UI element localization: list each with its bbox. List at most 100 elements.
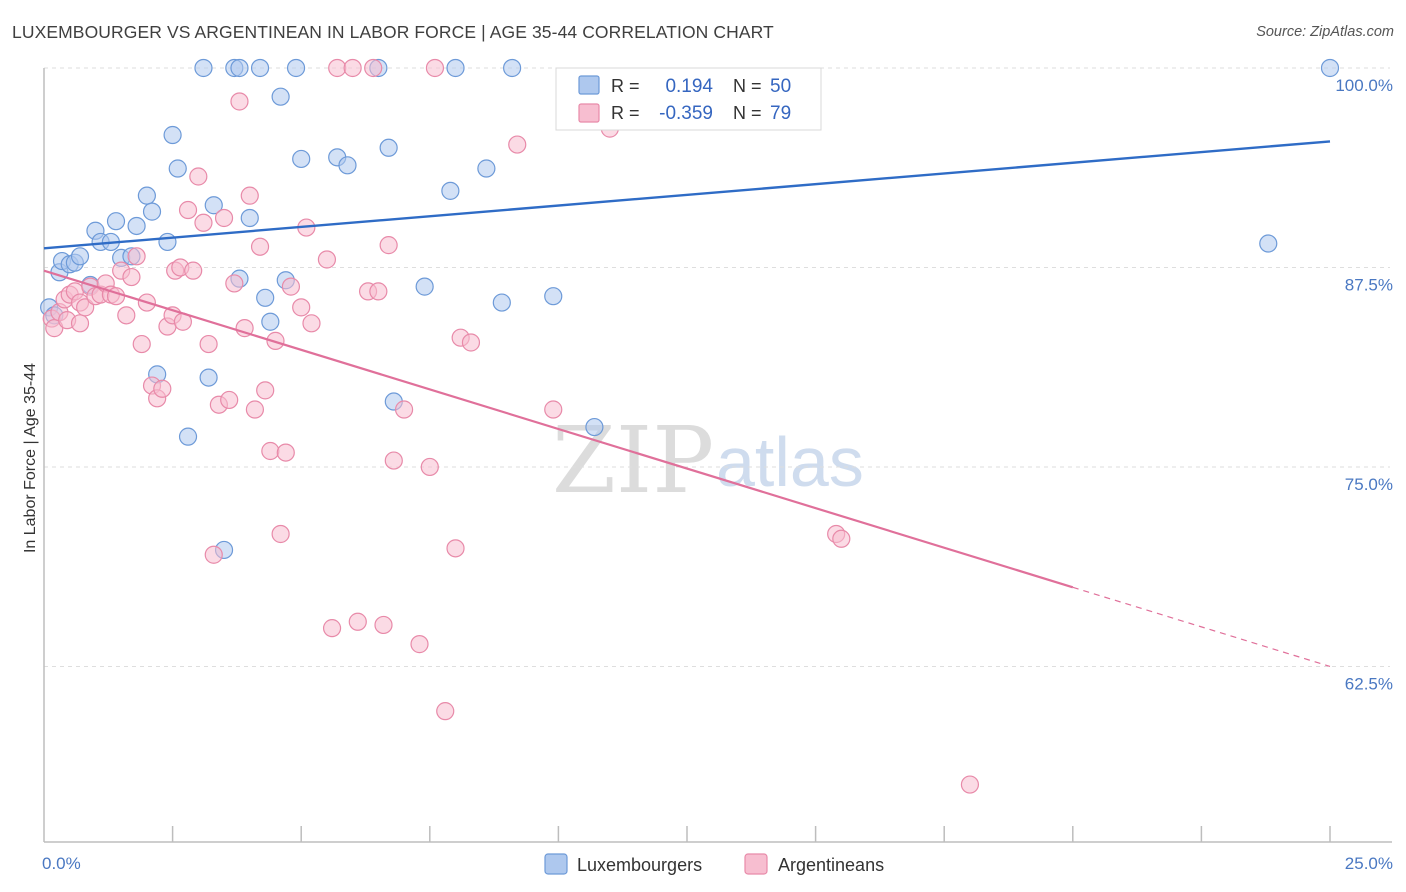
y-axis-label: In Labor Force | Age 35-44 [22, 363, 39, 553]
luxembourger-point [127, 216, 146, 236]
stats-r-label: R = [611, 76, 640, 96]
x-tick-label: 0.0% [42, 854, 81, 873]
regression-lines [43, 140, 1331, 668]
legend-swatch-blue [544, 853, 568, 875]
argentinean-point [153, 379, 172, 398]
luxembourger-point [194, 58, 213, 78]
argentinean-point [225, 274, 244, 293]
luxembourger-point [106, 212, 126, 231]
luxembourger-point [292, 149, 311, 169]
y-tick-label: 75.0% [1345, 475, 1393, 494]
luxembourger-point [503, 58, 522, 78]
argentinean-point [317, 250, 337, 269]
stats-r-value: 0.194 [665, 76, 713, 97]
legend-item-luxembourgers[interactable]: Luxembourgers [544, 853, 702, 875]
y-tick-label: 100.0% [1335, 76, 1393, 95]
argentinean-point [328, 58, 347, 78]
argentinean-point [76, 298, 95, 317]
stats-r-value: -0.359 [659, 103, 713, 124]
argentinean-point [322, 619, 342, 638]
argentinean-point [122, 267, 141, 287]
stats-box-frame [555, 67, 822, 131]
stats-n-value: 79 [770, 103, 791, 124]
argentinean-point [189, 167, 208, 186]
argentinean-point [250, 237, 270, 256]
luxembourger-point [158, 232, 177, 252]
argentinean-point [292, 298, 311, 317]
luxembourger-point [585, 417, 604, 437]
y-tick-label: 87.5% [1345, 275, 1393, 294]
chart-title: LUXEMBOURGER VS ARGENTINEAN IN LABOR FOR… [12, 22, 774, 42]
argentinean-point [281, 277, 301, 296]
argentinean-point [70, 314, 90, 333]
argentinean-point [245, 400, 265, 419]
luxembourger-point [137, 186, 156, 205]
argentinean-point [461, 333, 481, 352]
legend-label: Luxembourgers [577, 855, 702, 875]
data-points [40, 58, 1340, 794]
argentinean-point [214, 208, 234, 228]
tick-labels: 100.0% 87.5% 75.0% 62.5% 0.0% 25.0% [42, 76, 1393, 873]
argentinean-regression-extension [1072, 586, 1331, 668]
argentinean-regression-line [43, 269, 1074, 589]
argentinean-point [204, 545, 223, 564]
argentinean-point [178, 200, 198, 220]
watermark-zip: ZIP [552, 407, 714, 514]
argentinean-point [446, 539, 465, 558]
argentinean-point [384, 451, 403, 470]
argentinean-point [348, 612, 367, 631]
argentinean-point [508, 135, 527, 154]
luxembourger-point [286, 58, 306, 78]
luxembourger-point [178, 427, 198, 446]
luxembourger-point [256, 288, 275, 307]
y-tick-label: 62.5% [1345, 674, 1393, 693]
argentinean-point [220, 390, 239, 410]
luxembourger-point [240, 208, 259, 228]
chart-source: Source: ZipAtlas.com [1256, 24, 1394, 40]
luxembourger-regression-line [43, 140, 1331, 250]
legend-item-argentineans[interactable]: Argentineans [744, 853, 884, 875]
watermark-atlas: atlas [716, 423, 864, 501]
argentinean-point [261, 441, 280, 461]
axes [43, 68, 1392, 843]
argentinean-point [364, 58, 383, 78]
argentinean-point [271, 524, 290, 544]
stats-box: R = 0.194 N = 50 R = -0.359 N = 79 [555, 67, 822, 131]
luxembourger-point [261, 312, 280, 331]
stats-r-label: R = [611, 103, 640, 123]
argentinean-point [240, 186, 259, 205]
luxembourger-point [492, 293, 511, 312]
argentinean-point [369, 282, 388, 301]
luxembourger-point [70, 247, 90, 266]
stats-n-label: N = [733, 76, 762, 96]
grid-lines [44, 67, 1390, 667]
luxembourger-point [415, 277, 434, 296]
argentinean-point [117, 306, 136, 325]
argentinean-point [420, 457, 439, 477]
luxembourger-point [271, 87, 290, 106]
argentinean-point [374, 615, 393, 635]
argentinean-point [832, 529, 851, 548]
argentinean-point [132, 334, 151, 354]
luxembourger-point [544, 287, 563, 306]
stats-n-label: N = [733, 103, 762, 123]
argentinean-point [436, 702, 455, 721]
luxembourger-point [477, 159, 496, 178]
argentinean-point [343, 58, 362, 78]
argentinean-point [394, 400, 414, 419]
argentinean-point [410, 635, 429, 654]
stats-row-argentineans: R = -0.359 N = 79 [578, 103, 791, 124]
luxembourger-point [379, 138, 398, 157]
luxembourger-point [446, 58, 465, 78]
argentinean-point [425, 58, 445, 78]
legend-label: Argentineans [778, 855, 884, 875]
stats-row-luxembourgers: R = 0.194 N = 50 [578, 75, 791, 97]
luxembourger-point [441, 181, 460, 200]
stats-swatch-pink [578, 103, 600, 123]
argentinean-point [544, 400, 563, 419]
luxembourger-point [250, 58, 270, 78]
argentinean-point [127, 247, 146, 266]
legend: Luxembourgers Argentineans [544, 853, 884, 875]
luxembourger-point [338, 156, 357, 175]
